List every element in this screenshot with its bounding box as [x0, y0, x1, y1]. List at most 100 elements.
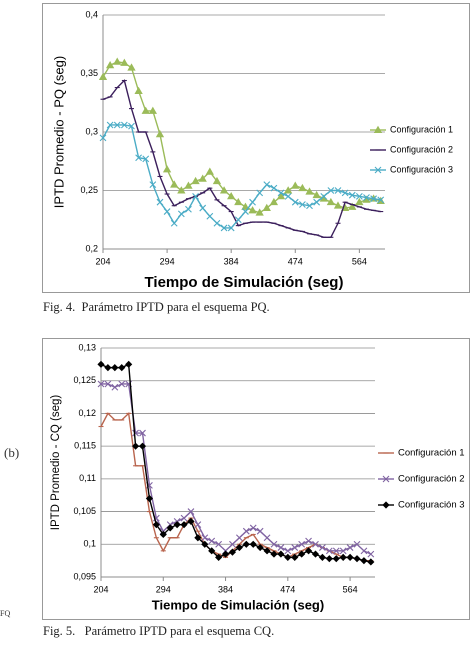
y-tick-label: 0,115 [74, 441, 96, 451]
data-point [270, 540, 278, 548]
data-point [249, 198, 256, 206]
series-line [100, 363, 371, 563]
legend-label: Configuración 2 [398, 474, 465, 485]
x-tick-label: 564 [352, 256, 367, 266]
data-point [118, 380, 126, 388]
data-point [208, 547, 216, 555]
x-tick-label: 294 [160, 256, 175, 266]
data-point [235, 534, 243, 542]
data-point [201, 540, 209, 548]
y-tick-label: 0,13 [78, 342, 96, 352]
data-point [228, 548, 237, 556]
data-point [377, 196, 385, 204]
y-tick-label: 0,12 [78, 408, 96, 418]
data-point [113, 57, 122, 65]
data-point [127, 63, 136, 71]
data-point [187, 508, 195, 515]
data-point [242, 527, 250, 535]
data-point [219, 186, 229, 194]
data-point [348, 202, 357, 210]
data-point [291, 198, 299, 206]
x-tick-label: 474 [280, 584, 295, 594]
data-point [256, 189, 264, 197]
data-point [163, 208, 171, 215]
data-point [104, 364, 112, 372]
data-point [256, 543, 264, 552]
data-point [341, 189, 349, 197]
data-point [319, 544, 326, 551]
y-tick-label: 0,11 [79, 473, 96, 483]
data-point [194, 521, 202, 529]
data-point [363, 194, 370, 201]
data-point [249, 524, 257, 532]
data-point [149, 181, 157, 189]
data-point [198, 174, 207, 182]
data-point [187, 517, 195, 525]
x-axis-title: Tiempo de Simulación (seg) [145, 274, 344, 291]
data-point [248, 206, 257, 214]
data-point [298, 540, 306, 548]
data-point [270, 184, 278, 192]
legend-label: Configuración 2 [390, 144, 453, 154]
y-tick-label: 0,095 [73, 571, 96, 581]
data-point [120, 58, 129, 66]
data-point [339, 547, 347, 555]
data-point [180, 514, 188, 522]
data-point [263, 181, 271, 189]
data-point [177, 186, 186, 194]
data-point [298, 550, 306, 558]
y-tick-label: 0,3 [85, 126, 98, 136]
data-point [159, 530, 167, 539]
data-point [104, 380, 112, 388]
data-point [334, 187, 342, 194]
y-axis-title: IPTD Promedio - CQ (seg) [50, 395, 62, 531]
data-point [142, 155, 150, 163]
data-point [284, 192, 292, 200]
data-point [360, 547, 368, 555]
data-point [148, 106, 157, 114]
data-point [346, 544, 354, 551]
data-point [325, 555, 333, 563]
x-tick-label: 474 [288, 256, 303, 266]
data-point [326, 197, 336, 206]
legend-marker [382, 475, 390, 483]
data-point [170, 219, 178, 227]
margin-label: FQ [0, 609, 11, 618]
data-point [194, 534, 202, 542]
data-point [277, 544, 285, 551]
data-point [312, 190, 321, 199]
data-point [348, 191, 356, 199]
data-point [332, 555, 340, 563]
data-point [370, 195, 377, 203]
series-line [102, 79, 381, 238]
data-point [235, 543, 243, 552]
y-tick-label: 0,125 [73, 375, 96, 385]
data-point [277, 550, 285, 558]
data-point [325, 547, 333, 555]
data-point [305, 537, 312, 545]
data-point [177, 210, 185, 218]
data-point [305, 187, 314, 195]
data-point [162, 165, 172, 173]
data-point [313, 198, 321, 206]
data-point [227, 192, 236, 200]
data-point [249, 540, 257, 548]
data-point [367, 558, 375, 566]
data-point [241, 202, 250, 210]
data-point [360, 557, 368, 565]
data-point [215, 553, 223, 561]
figure-caption: Fig. 4. Parámetro IPTD para el esquema P… [43, 300, 270, 314]
data-point [284, 186, 293, 194]
x-tick-label: 204 [93, 584, 108, 594]
data-point [227, 224, 235, 232]
data-point [284, 553, 292, 561]
data-point [353, 555, 361, 563]
data-point [212, 176, 222, 185]
data-point [333, 201, 343, 209]
legend-marker [374, 166, 382, 174]
data-point [215, 540, 223, 548]
data-point [242, 540, 250, 548]
data-point [284, 547, 292, 555]
data-point [327, 187, 335, 194]
